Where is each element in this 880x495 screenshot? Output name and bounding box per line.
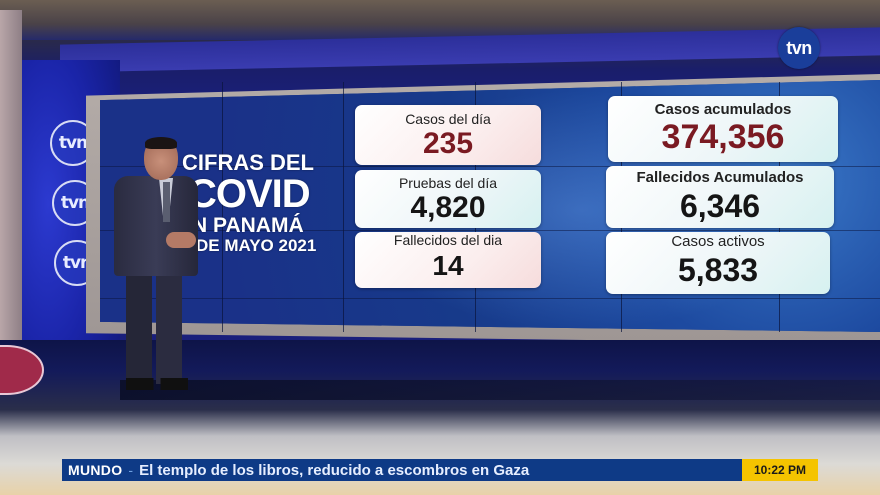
presenter-hands bbox=[166, 232, 196, 248]
ticker-section: MUNDO bbox=[68, 462, 123, 478]
ticker-separator: - bbox=[128, 462, 134, 478]
videowall-seam bbox=[343, 82, 344, 332]
stat-label: Fallecidos Acumulados bbox=[636, 169, 804, 186]
title-line-2: COVID bbox=[188, 172, 311, 216]
videowall-seam bbox=[100, 166, 880, 167]
stat-card-pruebas-del-dia: Pruebas del día 4,820 bbox=[355, 170, 541, 228]
stat-value: 14 bbox=[432, 250, 464, 281]
presenter-tie bbox=[163, 182, 170, 222]
ticker-time-badge: 10:22 PM bbox=[742, 459, 818, 481]
tvn-network-logo-icon: tvn bbox=[778, 27, 820, 69]
stat-value: 5,833 bbox=[677, 252, 759, 288]
presenter-legs bbox=[126, 274, 182, 384]
stat-card-casos-acumulados: Casos acumulados 374,356 bbox=[608, 96, 838, 162]
presenter bbox=[104, 137, 200, 398]
videowall-seam bbox=[100, 298, 880, 299]
presenter-suit bbox=[114, 176, 198, 276]
stat-card-casos-activos: Casos activos 5,833 bbox=[606, 232, 830, 294]
presenter-hair bbox=[145, 137, 177, 149]
stat-value: 374,356 bbox=[661, 118, 785, 156]
stat-label: Fallecidos del dia bbox=[393, 232, 503, 248]
stat-label: Pruebas del día bbox=[398, 175, 498, 191]
stat-value: 4,820 bbox=[410, 191, 486, 224]
floor-reflection bbox=[120, 380, 880, 400]
stat-card-casos-del-dia: Casos del día 235 bbox=[355, 105, 541, 165]
stat-label: Casos del día bbox=[405, 111, 491, 127]
news-ticker: MUNDO - El templo de los libros, reducid… bbox=[62, 459, 742, 481]
stat-card-fallecidos-del-dia: Fallecidos del dia 14 bbox=[355, 232, 541, 288]
left-pillar bbox=[0, 10, 22, 430]
stat-value: 235 bbox=[422, 127, 474, 160]
presenter-shoes bbox=[126, 378, 188, 390]
title-line-1: CIFRAS DEL bbox=[182, 150, 314, 175]
stat-value: 6,346 bbox=[679, 188, 761, 224]
stat-label: Casos acumulados bbox=[654, 101, 792, 118]
videowall-seam bbox=[100, 230, 880, 231]
title-line-3: N PANAMÁ bbox=[192, 214, 304, 237]
ticker-headline: El templo de los libros, reducido a esco… bbox=[139, 461, 530, 479]
stat-label: Casos activos bbox=[671, 233, 765, 250]
title-line-4: DE MAYO 2021 bbox=[196, 236, 317, 255]
videowall-seam bbox=[222, 82, 223, 332]
stat-card-fallecidos-acumulados: Fallecidos Acumulados 6,346 bbox=[606, 166, 834, 228]
